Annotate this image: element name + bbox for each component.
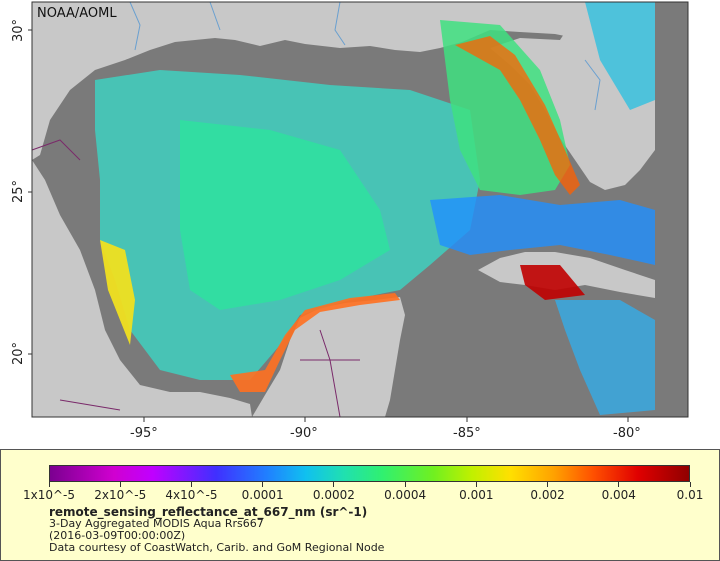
river-line <box>584 59 601 111</box>
lat-label-20: 20° <box>11 342 26 365</box>
colorbar-tick <box>475 482 477 487</box>
mexico-land <box>32 160 252 417</box>
lon-label-90: -90° <box>290 426 318 441</box>
lat-label-25: 25° <box>11 180 26 203</box>
map-credit: NOAA/AOML <box>37 6 117 21</box>
latitude-labels: 30° 25° 20° <box>11 19 26 365</box>
rivers <box>129 1 601 111</box>
colorbar-tick <box>262 482 264 487</box>
reflectance-field <box>95 2 655 415</box>
latitude-ticks <box>28 29 32 355</box>
colorbar-tick <box>119 482 121 487</box>
border-line <box>31 139 81 161</box>
colorbar-tick-label: 0.004 <box>601 488 636 502</box>
river-line <box>129 1 141 51</box>
product-name: 3-Day Aggregated MODIS Aqua Rrs667 <box>49 517 264 530</box>
colorbar-tick <box>190 482 192 487</box>
longitude-ticks <box>143 417 629 422</box>
river-line <box>334 1 346 46</box>
colorbar-tick <box>547 482 549 487</box>
colorbar <box>49 465 690 482</box>
lon-label-80: -80° <box>613 426 641 441</box>
west-gulf-data <box>180 120 390 310</box>
colorbar-tick-label: 0.0004 <box>384 488 427 502</box>
colorbar-tick-label: 0.0001 <box>241 488 284 502</box>
colorbar-tick <box>48 482 50 487</box>
cuba-coastal-data <box>520 265 585 300</box>
colorbar-tick-label: 0.002 <box>530 488 565 502</box>
lon-label-85: -85° <box>453 426 481 441</box>
florida-shelf-data <box>440 20 570 195</box>
variable-name: remote_sensing_reflectance_at_667_nm (sr… <box>49 505 368 519</box>
legend-panel: 1x10^-5 2x10^-5 4x10^-5 0.0001 0.0002 0.0004 0… <box>0 449 720 561</box>
florida-coastal-data <box>455 36 580 195</box>
east-atlantic-data <box>585 2 655 110</box>
colorbar-tick <box>618 482 620 487</box>
colorbar-tick <box>689 482 691 487</box>
mexico-coastal-data <box>100 240 135 345</box>
lat-label-30: 30° <box>11 19 26 42</box>
lon-label-95: -95° <box>130 426 158 441</box>
legend-text: remote_sensing_reflectance_at_667_nm (sr… <box>49 506 384 554</box>
map: NOAA/AOML 30° 25° 20° -95° -90° -85° -80… <box>11 1 689 441</box>
map-frame <box>31 1 689 418</box>
colorbar-tick <box>404 482 406 487</box>
colorbar-tick <box>333 482 335 487</box>
colorbar-tick-label: 4x10^-5 <box>165 488 218 502</box>
colorbar-tick-label: 0.0002 <box>312 488 355 502</box>
atlantic-strip <box>657 2 688 417</box>
data-credit: Data courtesy of CoastWatch, Carib. and … <box>49 541 385 554</box>
caribbean-data <box>555 300 655 415</box>
river-line <box>209 1 221 31</box>
colorbar-tick-label: 0.01 <box>676 488 704 502</box>
straits-data <box>430 195 655 265</box>
borders <box>31 139 360 418</box>
colorbar-tick-label: 0.001 <box>459 488 494 502</box>
product-date: (2016-03-09T00:00:00Z) <box>49 529 186 542</box>
campeche-coastal-data <box>230 293 400 392</box>
border-line <box>59 399 121 411</box>
colorbar-tick-label: 2x10^-5 <box>94 488 147 502</box>
longitude-labels: -95° -90° -85° -80° <box>130 426 641 441</box>
colorbar-tick-label: 1x10^-5 <box>22 488 76 502</box>
